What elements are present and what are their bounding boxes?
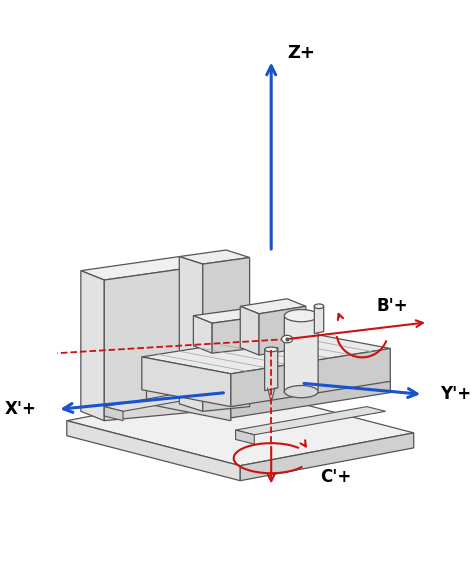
Polygon shape xyxy=(236,430,255,444)
Polygon shape xyxy=(193,316,212,353)
Polygon shape xyxy=(231,379,390,418)
Polygon shape xyxy=(67,421,240,481)
Polygon shape xyxy=(203,257,250,411)
Polygon shape xyxy=(259,306,306,355)
Text: Y'+: Y'+ xyxy=(440,385,471,403)
Text: X'+: X'+ xyxy=(5,401,37,419)
Polygon shape xyxy=(236,407,386,435)
Polygon shape xyxy=(81,270,104,421)
Polygon shape xyxy=(67,388,414,466)
Polygon shape xyxy=(179,256,203,411)
Polygon shape xyxy=(146,362,390,404)
Polygon shape xyxy=(240,306,259,355)
Polygon shape xyxy=(81,256,203,280)
Polygon shape xyxy=(193,304,301,323)
Text: Z+: Z+ xyxy=(287,44,315,62)
Polygon shape xyxy=(240,433,414,481)
Polygon shape xyxy=(142,332,390,374)
Polygon shape xyxy=(264,348,278,390)
Text: C'+: C'+ xyxy=(320,468,351,486)
Ellipse shape xyxy=(264,347,278,352)
Polygon shape xyxy=(146,388,231,421)
Ellipse shape xyxy=(282,335,293,343)
Polygon shape xyxy=(104,266,203,421)
Polygon shape xyxy=(142,357,231,407)
Ellipse shape xyxy=(314,304,324,309)
Polygon shape xyxy=(179,250,250,264)
Text: B'+: B'+ xyxy=(376,297,408,315)
Polygon shape xyxy=(212,311,301,353)
Polygon shape xyxy=(104,383,255,411)
Ellipse shape xyxy=(284,310,318,322)
Polygon shape xyxy=(240,299,306,314)
Polygon shape xyxy=(284,315,318,393)
Polygon shape xyxy=(104,407,123,421)
Polygon shape xyxy=(314,305,324,333)
Ellipse shape xyxy=(284,385,318,398)
Polygon shape xyxy=(231,348,390,407)
